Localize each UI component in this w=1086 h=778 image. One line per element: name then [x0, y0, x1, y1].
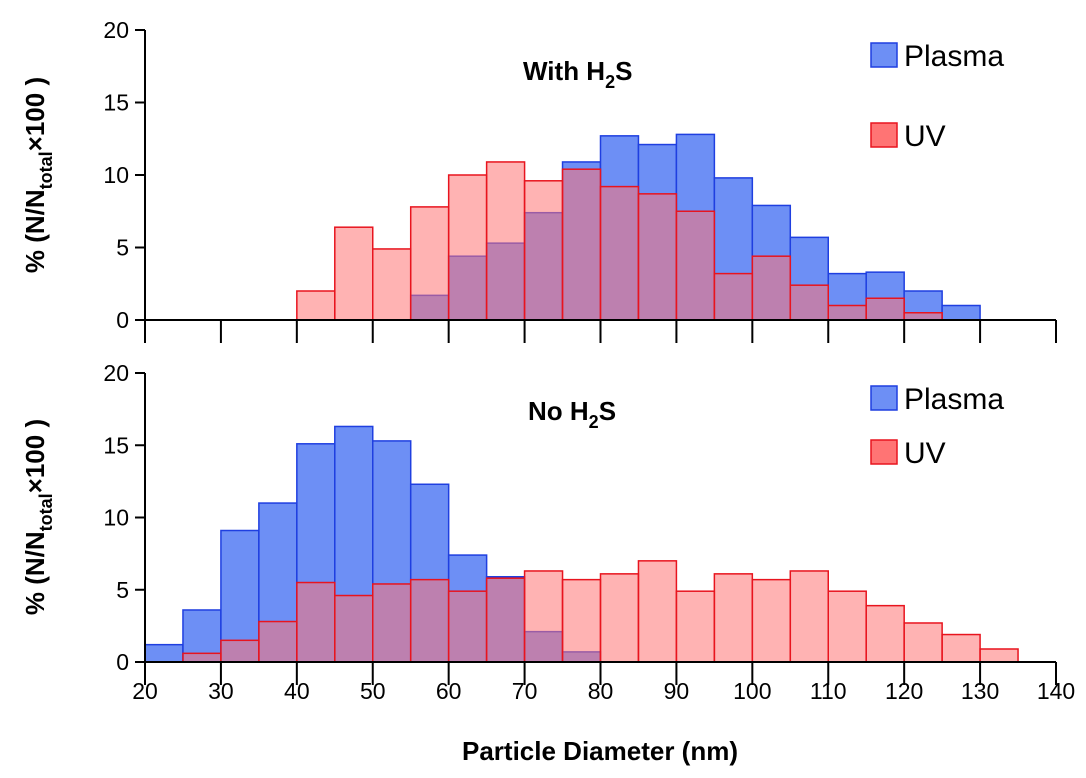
y-tick-label: 10 — [103, 505, 129, 531]
x-tick-label: 80 — [588, 678, 614, 704]
legend-swatch-uv — [870, 439, 898, 465]
legend-swatch-plasma — [870, 42, 898, 68]
bar-uv-90 — [675, 210, 716, 321]
bar-uv-100 — [751, 578, 792, 663]
y-ticks-with-h2s: 0 5 10 15 20 — [103, 17, 145, 333]
x-ticks-no-h2s: 20 30 40 50 60 70 80 90 100 110 120 130 140 — [132, 662, 1075, 704]
panel-no-h2s: 0 5 10 15 20 20 30 40 50 60 70 80 90 100 110 120 130 140… — [20, 360, 1075, 704]
bar-uv-110 — [827, 304, 867, 321]
x-ticks-with-h2s — [144, 320, 1057, 343]
bar-uv-60 — [447, 174, 488, 321]
y-tick-label: 20 — [103, 17, 129, 43]
x-axis-title: Particle Diameter (nm) — [462, 736, 738, 766]
bar-uv-50 — [372, 248, 412, 321]
legend-label-plasma: Plasma — [904, 40, 1004, 73]
bar-uv-120 — [903, 312, 943, 321]
y-axis-title: % (N/Ntotal×100 ) — [20, 77, 56, 273]
y-tick-label: 5 — [116, 577, 129, 603]
legend-swatch-uv — [870, 122, 898, 148]
bar-uv-115 — [865, 297, 905, 321]
bar-plasma-20 — [144, 643, 184, 663]
x-tick-label: 40 — [284, 678, 310, 704]
bar-uv-115 — [865, 604, 905, 663]
legend-label-plasma: Plasma — [904, 383, 1004, 416]
bar-uv-125 — [941, 633, 981, 663]
bar-uv-65 — [485, 161, 526, 321]
bar-uv-30 — [220, 639, 260, 663]
bar-uv-80 — [599, 573, 640, 663]
bar-uv-105 — [789, 284, 830, 321]
bar-uv-60 — [447, 590, 488, 663]
bar-uv-40 — [296, 581, 336, 663]
bar-uv-45 — [334, 594, 374, 663]
legend: Plasma UV — [870, 40, 1004, 153]
bar-uv-35 — [258, 620, 298, 663]
x-tick-label: 30 — [208, 678, 234, 704]
y-tick-label: 5 — [116, 235, 129, 261]
bar-uv-100 — [751, 255, 792, 321]
bar-uv-130 — [979, 648, 1019, 663]
bar-uv-85 — [637, 193, 678, 321]
bar-uv-75 — [561, 168, 602, 321]
bar-uv-80 — [599, 185, 640, 321]
y-tick-label: 0 — [116, 307, 129, 333]
legend-label-uv: UV — [904, 437, 946, 470]
bar-uv-110 — [827, 590, 867, 663]
legend-swatch-plasma — [870, 385, 898, 411]
panel-with-h2s: 0 5 10 15 20 With H2S Plasma UV % (N/Ntotal×… — [20, 17, 1057, 343]
bar-uv-120 — [903, 622, 943, 663]
bar-uv-55 — [409, 206, 450, 321]
bar-uv-50 — [372, 583, 412, 663]
x-tick-label: 120 — [885, 678, 923, 704]
bar-uv-90 — [675, 590, 716, 663]
x-tick-label: 100 — [733, 678, 771, 704]
panel-title: No H2S — [528, 396, 616, 432]
bar-uv-95 — [713, 272, 754, 321]
x-tick-label: 60 — [436, 678, 462, 704]
bar-uv-70 — [523, 180, 564, 321]
x-tick-label: 70 — [512, 678, 538, 704]
x-tick-label: 140 — [1037, 678, 1075, 704]
bar-uv-85 — [637, 560, 678, 663]
bars-with-h2s — [296, 133, 981, 321]
y-tick-label: 10 — [103, 162, 129, 188]
bar-uv-25 — [182, 652, 222, 663]
legend-label-uv: UV — [904, 120, 946, 153]
y-ticks-no-h2s: 0 5 10 15 20 — [103, 360, 145, 675]
x-tick-label: 130 — [961, 678, 999, 704]
y-axis-title: % (N/Ntotal×100 ) — [20, 419, 56, 615]
y-tick-label: 0 — [116, 649, 129, 675]
bar-uv-105 — [789, 570, 830, 663]
legend: Plasma UV — [870, 383, 1004, 470]
bar-uv-40 — [296, 290, 336, 321]
bar-uv-95 — [713, 573, 754, 663]
x-tick-label: 90 — [664, 678, 690, 704]
bar-plasma-125 — [941, 304, 981, 321]
bar-uv-75 — [561, 578, 602, 663]
panel-title: With H2S — [523, 56, 632, 92]
bar-uv-55 — [409, 578, 450, 663]
y-tick-label: 15 — [103, 90, 129, 116]
y-tick-label: 20 — [103, 360, 129, 386]
x-tick-label: 20 — [132, 678, 158, 704]
bar-uv-70 — [523, 570, 564, 663]
bar-uv-65 — [485, 577, 526, 663]
y-tick-label: 15 — [103, 432, 129, 458]
x-tick-label: 50 — [360, 678, 386, 704]
x-tick-label: 110 — [810, 678, 847, 704]
bars-no-h2s — [144, 425, 1019, 663]
bar-uv-45 — [334, 226, 374, 321]
